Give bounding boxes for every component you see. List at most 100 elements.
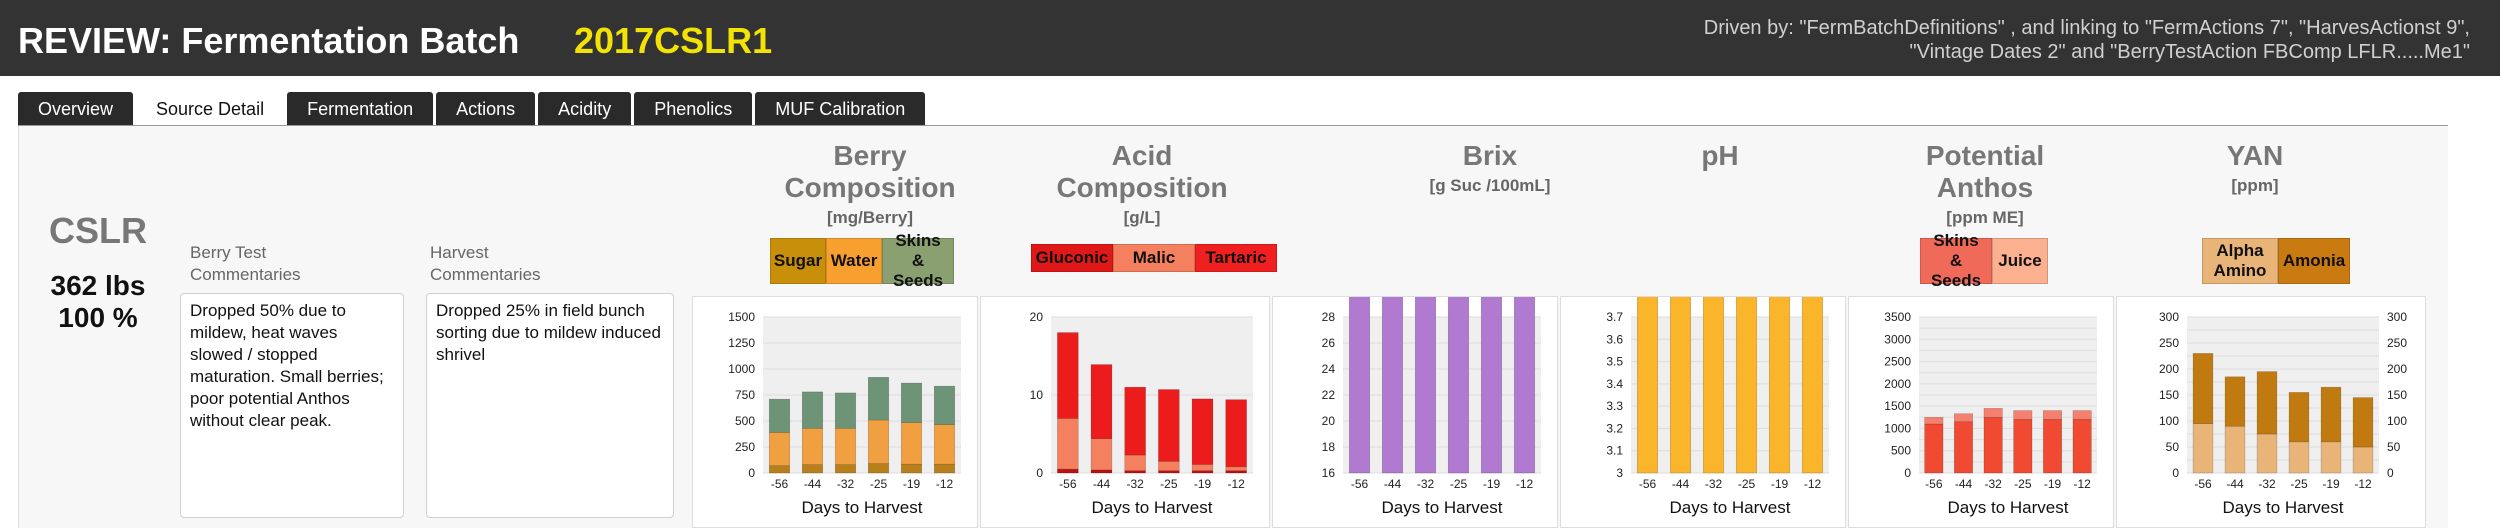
y-tick-label-right: 250	[2387, 336, 2407, 350]
bar-gluconic	[1158, 470, 1180, 474]
bar-amonia	[2320, 386, 2342, 443]
y-tick-label: 1250	[728, 336, 755, 350]
yan-chart-unit: [ppm]	[2231, 176, 2279, 195]
tab-fermentation[interactable]: Fermentation	[287, 92, 434, 126]
x-tick-label: -32	[1984, 477, 2002, 491]
bar-skins-seeds	[1924, 423, 1944, 474]
bar-water	[900, 422, 923, 465]
x-tick-label: -44	[1384, 477, 1402, 491]
bar-skins-seeds	[933, 385, 956, 425]
bar-skins-seeds	[768, 398, 791, 433]
x-tick-label: -56	[1925, 477, 1943, 491]
y-tick-label: 3.2	[1606, 421, 1623, 435]
bar-juice	[2072, 410, 2092, 420]
berry-test-label-line-1: Berry Test	[190, 243, 267, 262]
acid-legend: Gluconic Malic Tartaric	[1031, 244, 1277, 272]
y-tick-label: 300	[2159, 310, 2179, 324]
x-tick-label: -12	[2073, 477, 2091, 491]
legend-sugar: Sugar	[770, 238, 826, 284]
y-tick-label: 500	[1891, 444, 1911, 458]
y-tick-label: 250	[2159, 336, 2179, 350]
y-tick-label: 3500	[1884, 310, 1911, 324]
bar-sugar	[867, 463, 890, 474]
x-axis-label: Days to Harvest	[1092, 498, 1213, 517]
legend-amonia: Amonia	[2278, 238, 2350, 284]
harvest-commentary[interactable]: Dropped 25% in field bunch sorting due t…	[426, 293, 674, 518]
bar-alpha-amino	[2288, 441, 2310, 474]
bar-tartaric	[1158, 389, 1180, 462]
y-tick-label: 3.7	[1606, 310, 1623, 324]
tab-overview[interactable]: Overview	[18, 92, 134, 126]
tab-source-detail[interactable]: Source Detail	[136, 92, 285, 128]
legend-anthos-skins-seeds: Skins & Seeds	[1920, 231, 1992, 290]
legend-alpha-amino: Alpha Amino	[2202, 238, 2278, 284]
bar-amonia	[2352, 397, 2374, 448]
y-tick-label: 20	[1030, 310, 1044, 324]
bar-gluconic	[1124, 470, 1146, 474]
y-tick-label: 24	[1322, 362, 1336, 376]
y-tick-label: 3.6	[1606, 332, 1623, 346]
bar-sugar	[933, 463, 956, 474]
bar-gluconic	[1191, 470, 1214, 474]
acid-chart-title-2: Composition	[1056, 172, 1228, 203]
y-tick-label-right: 150	[2387, 388, 2407, 402]
berry-chart-header: Berry Composition [mg/Berry]	[755, 140, 985, 228]
bar-brix	[1414, 297, 1437, 474]
x-tick-label: -32	[837, 477, 855, 491]
x-tick-label: -44	[1955, 477, 1973, 491]
y-tick-label: 16	[1322, 466, 1336, 480]
data-source-line-2: "Vintage Dates 2" and "BerryTestAction F…	[1909, 41, 2471, 63]
bar-ph	[1669, 297, 1692, 474]
bar-ph	[1801, 297, 1824, 474]
x-tick-label: -32	[1417, 477, 1435, 491]
x-tick-label: -19	[1771, 477, 1789, 491]
x-tick-label: -44	[804, 477, 822, 491]
bar-ph	[1702, 297, 1725, 474]
acid-chart-title-1: Acid	[1111, 140, 1173, 171]
y-tick-label: 100	[2159, 414, 2179, 428]
x-axis-label: Days to Harvest	[1670, 498, 1791, 517]
bar-sugar	[834, 464, 857, 474]
x-tick-label: -32	[2258, 477, 2276, 491]
bar-malic	[1225, 466, 1247, 471]
x-tick-label: -25	[870, 477, 888, 491]
tab-acidity[interactable]: Acidity	[538, 92, 632, 126]
x-tick-label: -44	[1672, 477, 1690, 491]
bar-amonia	[2192, 353, 2214, 424]
x-tick-label: -32	[1126, 477, 1144, 491]
brix-chart-title: Brix	[1462, 140, 1518, 171]
bar-skins-seeds	[1954, 421, 1973, 474]
anthos-chart-title-1: Potential	[1925, 140, 2045, 171]
x-tick-label: -12	[2354, 477, 2372, 491]
bar-tartaric	[1090, 364, 1113, 439]
x-tick-label: -19	[2044, 477, 2062, 491]
tab-phenolics[interactable]: Phenolics	[634, 92, 753, 126]
bar-skins-seeds	[834, 392, 857, 429]
x-tick-label: -19	[2322, 477, 2340, 491]
bar-tartaric	[1191, 398, 1214, 465]
bar-brix	[1348, 297, 1371, 474]
brix-chart-header: Brix [g Suc /100mL]	[1370, 140, 1610, 196]
bar-malic	[1124, 454, 1146, 471]
y-tick-label: 3.1	[1606, 444, 1623, 458]
site-code: CSLR	[49, 210, 147, 251]
bar-tartaric	[1124, 386, 1146, 456]
x-tick-label: -25	[1450, 477, 1468, 491]
tab-actions[interactable]: Actions	[436, 92, 536, 126]
tab-muf-calibration[interactable]: MUF Calibration	[755, 92, 926, 126]
y-tick-label: 3.3	[1606, 399, 1623, 413]
ph-chart-header: pH	[1620, 140, 1820, 172]
x-tick-label: -32	[1705, 477, 1723, 491]
y-tick-label: 200	[2159, 362, 2179, 376]
x-tick-label: -12	[1516, 477, 1534, 491]
berry-chart: 0 250 500 750 1000 1250 1500 -56 -44 -32 -25 -19 -12…	[728, 310, 961, 517]
bar-skins-seeds	[1983, 416, 2003, 474]
y-tick-label-right: 50	[2387, 440, 2401, 454]
ph-chart-panel: 3 3.1 3.2 3.3 3.4 3.5 3.6 3.7 -56 -44 -32 -25 -19 -12…	[1560, 296, 1846, 528]
anthos-legend: Skins & Seeds Juice	[1920, 231, 2048, 290]
berry-test-commentary[interactable]: Dropped 50% due to mildew, heat waves sl…	[180, 293, 404, 518]
legend-tartaric: Tartaric	[1195, 244, 1277, 272]
x-tick-label: -12	[1227, 477, 1245, 491]
harvest-label-line-1: Harvest	[430, 243, 489, 262]
bar-amonia	[2224, 376, 2246, 427]
